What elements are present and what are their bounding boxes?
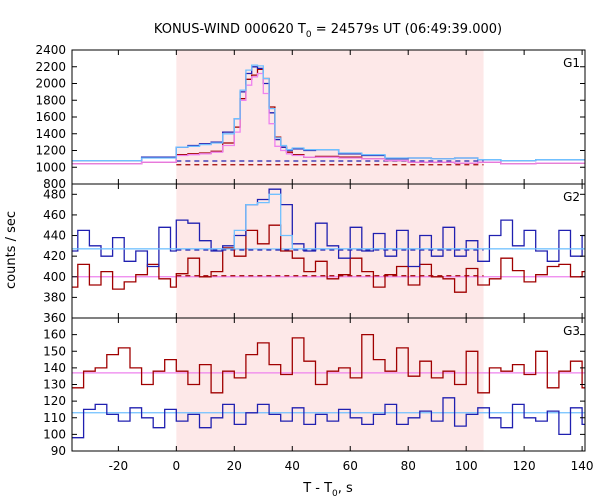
y-tick-label: 150 xyxy=(43,344,66,358)
y-tick-label: 1000 xyxy=(35,160,66,174)
y-axis-label: counts / sec xyxy=(4,211,19,289)
y-tick-label: 460 xyxy=(43,208,66,222)
x-tick-label: 0 xyxy=(173,459,181,473)
y-tick-label: 380 xyxy=(43,290,66,304)
y-tick-label: 90 xyxy=(51,444,66,458)
y-tick-label: 120 xyxy=(43,394,66,408)
y-tick-label: 1600 xyxy=(35,110,66,124)
panel-label-g2: G2 xyxy=(563,190,580,204)
x-tick-label: -20 xyxy=(109,459,129,473)
panel-g1: 800 1000 1200 1400 1600 1800 2000 2200 2400 G1 xyxy=(35,43,586,191)
chart-panels: 80010001200140016001800200022002400G1360… xyxy=(35,43,593,473)
x-tick-label: 80 xyxy=(401,459,416,473)
series-dark-blue xyxy=(72,188,585,268)
series-light-blue xyxy=(72,193,585,250)
y-tick-label: 800 xyxy=(43,177,66,191)
x-tick-label: 100 xyxy=(455,459,478,473)
y-tick-label: 2000 xyxy=(35,77,66,91)
x-tick-label: 20 xyxy=(227,459,242,473)
y-tick-label: 440 xyxy=(43,229,66,243)
y-tick-label: 140 xyxy=(43,361,66,375)
x-tick-label: 60 xyxy=(343,459,358,473)
burst-interval-shade xyxy=(176,184,484,318)
y-tick-label: 100 xyxy=(43,427,66,441)
panel-label-g3: G3 xyxy=(563,324,580,338)
x-tick-label: 40 xyxy=(285,459,300,473)
y-tick-label: 2200 xyxy=(35,60,66,74)
y-tick-label: 400 xyxy=(43,270,66,284)
chart-title: KONUS-WIND 000620 T0 = 24579s UT (06:49:… xyxy=(154,22,502,40)
y-tick-label: 2400 xyxy=(35,43,66,57)
x-tick-label: 120 xyxy=(513,459,536,473)
y-tick-label: 160 xyxy=(43,328,66,342)
panel-g2: 360 380 400 420 440 460 480 G2 xyxy=(43,183,586,325)
y-tick-label: 420 xyxy=(43,249,66,263)
series-dark-blue xyxy=(72,397,585,439)
burst-interval-shade xyxy=(176,50,484,184)
y-tick-label: 360 xyxy=(43,311,66,325)
y-tick-label: 130 xyxy=(43,378,66,392)
y-tick-label: 110 xyxy=(43,411,66,425)
panel-label-g1: G1 xyxy=(563,56,580,70)
x-axis-label: T - T0, s xyxy=(302,481,353,499)
y-tick-label: 1200 xyxy=(35,144,66,158)
x-tick-label: 140 xyxy=(571,459,594,473)
series-light-blue xyxy=(72,64,585,162)
y-tick-label: 1800 xyxy=(35,93,66,107)
burst-interval-shade xyxy=(176,318,484,451)
y-tick-label: 1400 xyxy=(35,127,66,141)
y-tick-label: 480 xyxy=(43,187,66,201)
panel-g3: 90 100 110 120 130 140 150 160 G3 xyxy=(43,317,586,458)
series-dark-red xyxy=(72,333,585,394)
